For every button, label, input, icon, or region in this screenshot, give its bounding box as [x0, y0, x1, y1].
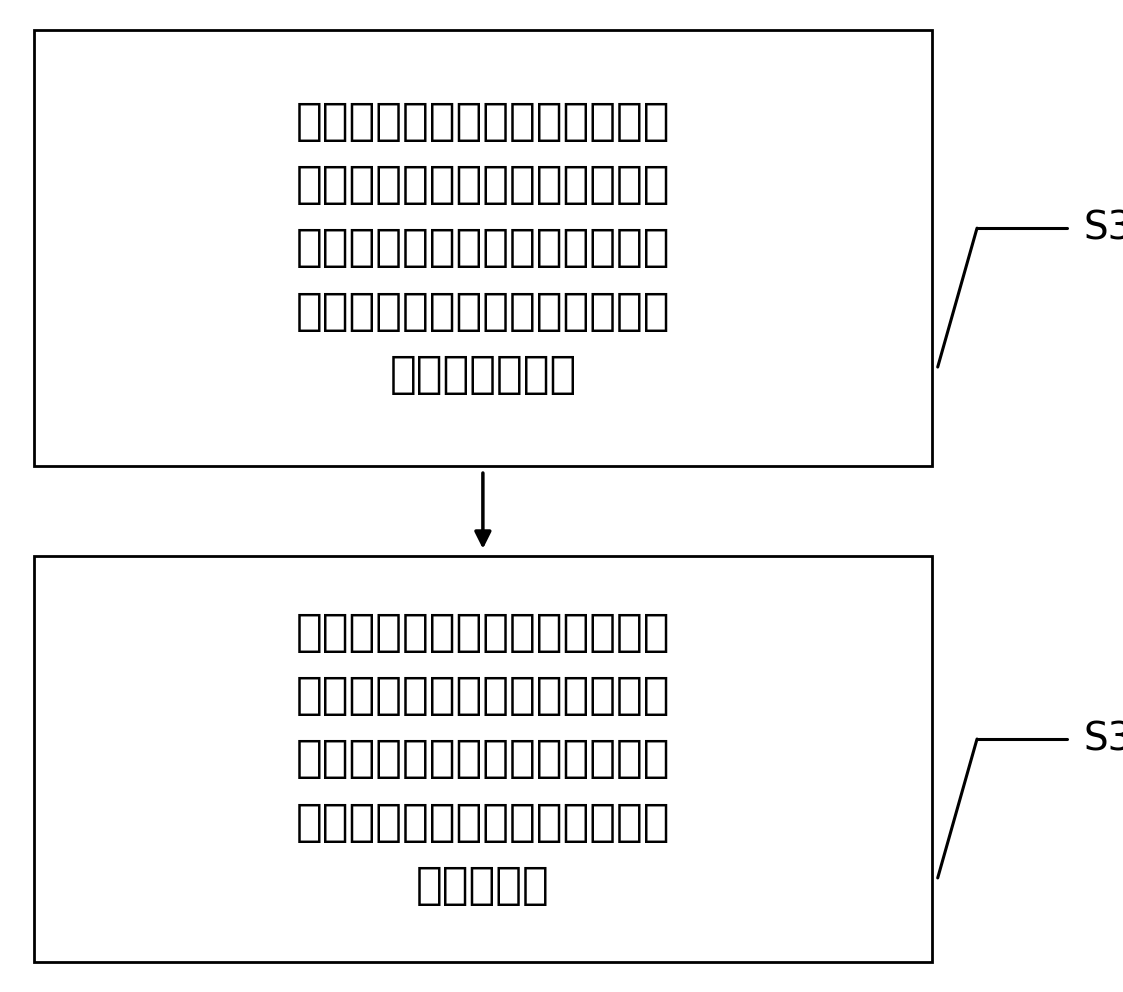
Text: 在接收到将列车的制动系统由电
空制动系统切换为有线电控空气
制动系统的第二切换请求时，控
制所述电空制动系统对所述列车
施加第二制动力: 在接收到将列车的制动系统由电 空制动系统切换为有线电控空气 制动系统的第二切换请…	[295, 100, 670, 396]
Bar	[34, 556, 932, 962]
Bar	[34, 30, 932, 466]
Text: S302: S302	[1084, 720, 1123, 758]
Text: 根据所述第二切换请求将所述列
车的制动系统由所述电空制动系
统切换为所述有线电控空气制动
系统，并在切换过程中保持所述
第二制动力: 根据所述第二切换请求将所述列 车的制动系统由所述电空制动系 统切换为所述有线电控…	[295, 611, 670, 907]
Text: S301: S301	[1084, 209, 1123, 247]
